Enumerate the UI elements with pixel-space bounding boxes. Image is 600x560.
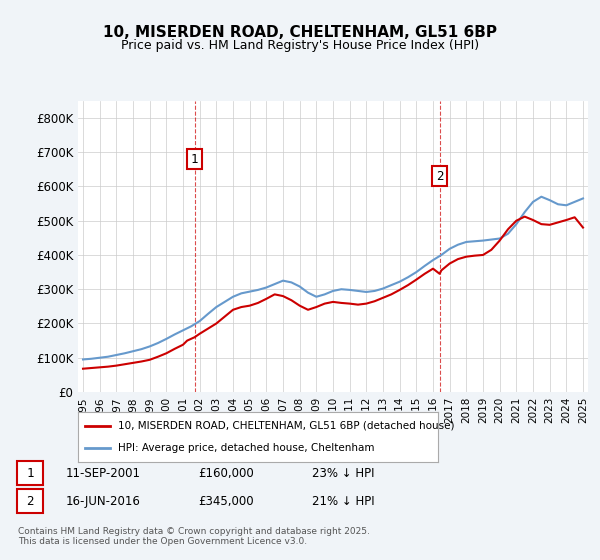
Text: 1: 1: [26, 466, 34, 480]
Text: 10, MISERDEN ROAD, CHELTENHAM, GL51 6BP (detached house): 10, MISERDEN ROAD, CHELTENHAM, GL51 6BP …: [118, 421, 454, 431]
Text: 1: 1: [191, 152, 199, 166]
Text: 2: 2: [26, 494, 34, 508]
Text: £160,000: £160,000: [198, 466, 254, 480]
Text: Price paid vs. HM Land Registry's House Price Index (HPI): Price paid vs. HM Land Registry's House …: [121, 39, 479, 52]
Text: Contains HM Land Registry data © Crown copyright and database right 2025.
This d: Contains HM Land Registry data © Crown c…: [18, 526, 370, 546]
Text: 21% ↓ HPI: 21% ↓ HPI: [312, 494, 374, 508]
Text: HPI: Average price, detached house, Cheltenham: HPI: Average price, detached house, Chel…: [118, 443, 374, 453]
Text: 16-JUN-2016: 16-JUN-2016: [66, 494, 141, 508]
Text: 10, MISERDEN ROAD, CHELTENHAM, GL51 6BP: 10, MISERDEN ROAD, CHELTENHAM, GL51 6BP: [103, 25, 497, 40]
Text: 23% ↓ HPI: 23% ↓ HPI: [312, 466, 374, 480]
Text: 11-SEP-2001: 11-SEP-2001: [66, 466, 141, 480]
Text: 2: 2: [436, 170, 443, 183]
Text: £345,000: £345,000: [198, 494, 254, 508]
